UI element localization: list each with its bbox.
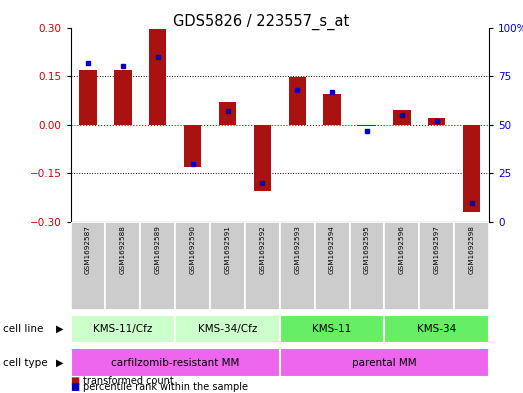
- Text: KMS-11: KMS-11: [312, 324, 352, 334]
- Text: GSM1692587: GSM1692587: [85, 226, 91, 274]
- Text: parental MM: parental MM: [352, 358, 417, 367]
- Text: GSM1692594: GSM1692594: [329, 226, 335, 274]
- Text: GSM1692597: GSM1692597: [434, 226, 440, 274]
- Text: KMS-34/Cfz: KMS-34/Cfz: [198, 324, 257, 334]
- Bar: [463, 125, 480, 212]
- Text: carfilzomib-resistant MM: carfilzomib-resistant MM: [111, 358, 240, 367]
- Bar: [184, 125, 201, 167]
- Text: GSM1692589: GSM1692589: [155, 226, 161, 274]
- Bar: [315, 222, 349, 310]
- Bar: [428, 118, 446, 125]
- Bar: [419, 222, 454, 310]
- Text: ▶: ▶: [56, 324, 64, 334]
- Text: percentile rank within the sample: percentile rank within the sample: [83, 382, 247, 392]
- Bar: [79, 70, 97, 125]
- Text: cell line: cell line: [3, 324, 43, 334]
- Text: GSM1692593: GSM1692593: [294, 226, 300, 274]
- Bar: [175, 222, 210, 310]
- Bar: [289, 77, 306, 125]
- Text: cell type: cell type: [3, 358, 47, 367]
- Bar: [71, 349, 280, 376]
- Text: GDS5826 / 223557_s_at: GDS5826 / 223557_s_at: [174, 14, 349, 30]
- Text: GSM1692595: GSM1692595: [364, 226, 370, 274]
- Bar: [254, 125, 271, 191]
- Bar: [106, 222, 140, 310]
- Text: KMS-34: KMS-34: [417, 324, 457, 334]
- Text: GSM1692598: GSM1692598: [469, 226, 474, 274]
- Bar: [149, 29, 166, 125]
- Bar: [280, 349, 489, 376]
- Text: GSM1692590: GSM1692590: [190, 226, 196, 274]
- Bar: [114, 70, 132, 125]
- Bar: [384, 315, 489, 343]
- Bar: [140, 222, 175, 310]
- Bar: [393, 110, 411, 125]
- Bar: [210, 222, 245, 310]
- Text: ■: ■: [71, 382, 80, 392]
- Text: KMS-11/Cfz: KMS-11/Cfz: [93, 324, 153, 334]
- Text: ▶: ▶: [56, 358, 64, 367]
- Bar: [280, 315, 384, 343]
- Bar: [245, 222, 280, 310]
- Bar: [384, 222, 419, 310]
- Bar: [219, 102, 236, 125]
- Text: GSM1692592: GSM1692592: [259, 226, 265, 274]
- Bar: [358, 125, 376, 127]
- Bar: [454, 222, 489, 310]
- Bar: [349, 222, 384, 310]
- Bar: [71, 315, 175, 343]
- Text: ■: ■: [71, 376, 80, 386]
- Bar: [71, 222, 106, 310]
- Bar: [323, 94, 341, 125]
- Text: GSM1692591: GSM1692591: [224, 226, 231, 274]
- Text: GSM1692588: GSM1692588: [120, 226, 126, 274]
- Text: GSM1692596: GSM1692596: [399, 226, 405, 274]
- Bar: [175, 315, 280, 343]
- Bar: [280, 222, 315, 310]
- Text: transformed count: transformed count: [83, 376, 174, 386]
